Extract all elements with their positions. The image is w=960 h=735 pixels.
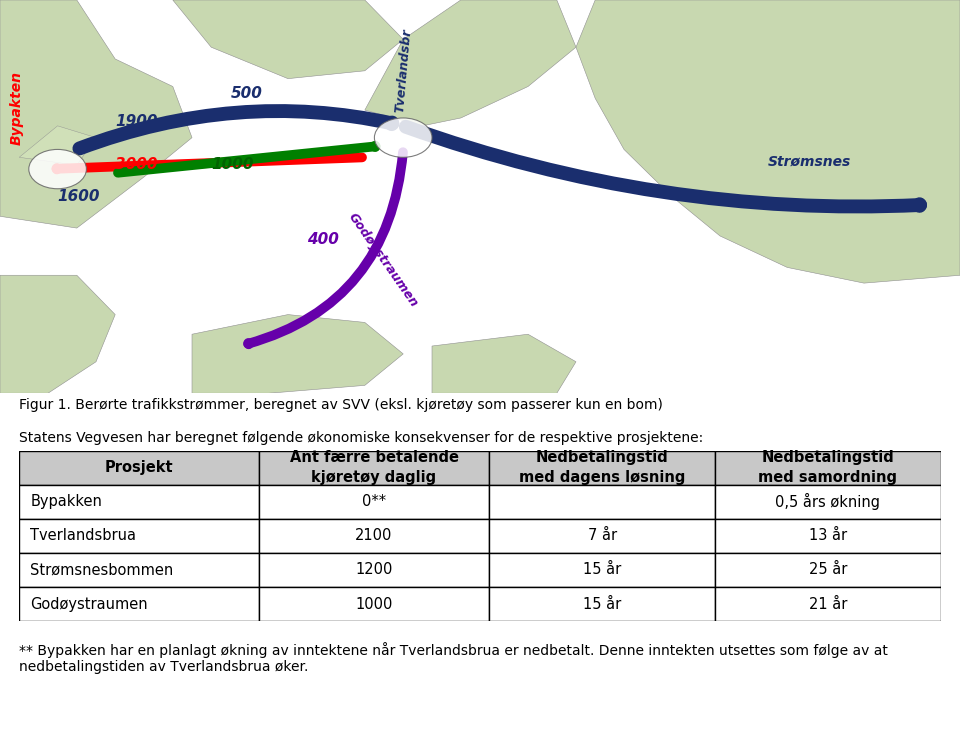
Ellipse shape bbox=[374, 118, 432, 157]
FancyBboxPatch shape bbox=[19, 484, 259, 519]
Text: Godøystraumen: Godøystraumen bbox=[346, 211, 420, 309]
Text: Bypakken: Bypakken bbox=[31, 494, 102, 509]
Polygon shape bbox=[432, 334, 576, 393]
Text: 1200: 1200 bbox=[355, 562, 393, 578]
Text: 1900: 1900 bbox=[115, 114, 157, 129]
FancyBboxPatch shape bbox=[259, 519, 490, 553]
FancyBboxPatch shape bbox=[19, 587, 259, 621]
Text: 25 år: 25 år bbox=[808, 562, 847, 578]
FancyBboxPatch shape bbox=[490, 484, 715, 519]
FancyBboxPatch shape bbox=[490, 451, 715, 484]
Text: 1000: 1000 bbox=[355, 597, 393, 612]
Text: 0,5 års økning: 0,5 års økning bbox=[776, 493, 880, 510]
Text: 1600: 1600 bbox=[58, 189, 100, 204]
Text: 500: 500 bbox=[230, 86, 262, 101]
Text: Figur 1. Berørte trafikkstrømmer, beregnet av SVV (eksl. kjøretøy som passerer k: Figur 1. Berørte trafikkstrømmer, beregn… bbox=[19, 398, 663, 412]
FancyBboxPatch shape bbox=[715, 451, 941, 484]
Ellipse shape bbox=[29, 149, 86, 189]
Polygon shape bbox=[192, 315, 403, 393]
Text: Bypakten: Bypakten bbox=[10, 71, 24, 146]
Text: 0**: 0** bbox=[362, 494, 386, 509]
Text: 15 år: 15 år bbox=[583, 562, 621, 578]
FancyBboxPatch shape bbox=[490, 587, 715, 621]
Text: Tverlandsbr: Tverlandsbr bbox=[394, 28, 414, 113]
Text: Ant færre betalende
kjøretøy daglig: Ant færre betalende kjøretøy daglig bbox=[290, 451, 459, 485]
Text: 1000: 1000 bbox=[211, 157, 253, 172]
Polygon shape bbox=[0, 0, 192, 228]
Text: Godøystraumen: Godøystraumen bbox=[31, 597, 148, 612]
Text: Tverlandsbrua: Tverlandsbrua bbox=[31, 528, 136, 543]
Text: 21 år: 21 år bbox=[808, 597, 847, 612]
Text: Statens Vegvesen har beregnet følgende økonomiske konsekvenser for de respektive: Statens Vegvesen har beregnet følgende ø… bbox=[19, 431, 704, 445]
Text: 13 år: 13 år bbox=[809, 528, 847, 543]
Text: Strømsnes: Strømsnes bbox=[768, 154, 852, 168]
FancyBboxPatch shape bbox=[19, 519, 259, 553]
FancyBboxPatch shape bbox=[490, 553, 715, 587]
Polygon shape bbox=[0, 276, 115, 393]
Text: 7 år: 7 år bbox=[588, 528, 616, 543]
Polygon shape bbox=[19, 126, 96, 165]
FancyBboxPatch shape bbox=[259, 587, 490, 621]
Polygon shape bbox=[173, 0, 403, 79]
Polygon shape bbox=[576, 0, 960, 283]
FancyBboxPatch shape bbox=[715, 587, 941, 621]
Text: 400: 400 bbox=[307, 232, 339, 247]
FancyBboxPatch shape bbox=[490, 519, 715, 553]
Polygon shape bbox=[365, 0, 576, 126]
Text: 15 år: 15 år bbox=[583, 597, 621, 612]
FancyBboxPatch shape bbox=[259, 553, 490, 587]
FancyBboxPatch shape bbox=[19, 553, 259, 587]
FancyBboxPatch shape bbox=[715, 519, 941, 553]
FancyBboxPatch shape bbox=[259, 484, 490, 519]
FancyBboxPatch shape bbox=[259, 451, 490, 484]
Text: Nedbetalingstid
med dagens løsning: Nedbetalingstid med dagens løsning bbox=[519, 451, 685, 485]
FancyBboxPatch shape bbox=[715, 484, 941, 519]
Text: 3000: 3000 bbox=[115, 157, 157, 172]
Text: Nedbetalingstid
med samordning: Nedbetalingstid med samordning bbox=[758, 451, 898, 485]
FancyBboxPatch shape bbox=[19, 451, 259, 484]
FancyBboxPatch shape bbox=[715, 553, 941, 587]
Text: Prosjekt: Prosjekt bbox=[105, 460, 174, 475]
Text: 2100: 2100 bbox=[355, 528, 393, 543]
Text: Strømsnesbommen: Strømsnesbommen bbox=[31, 562, 174, 578]
Text: ** Bypakken har en planlagt økning av inntektene når Tverlandsbrua er nedbetalt.: ** Bypakken har en planlagt økning av in… bbox=[19, 642, 888, 674]
